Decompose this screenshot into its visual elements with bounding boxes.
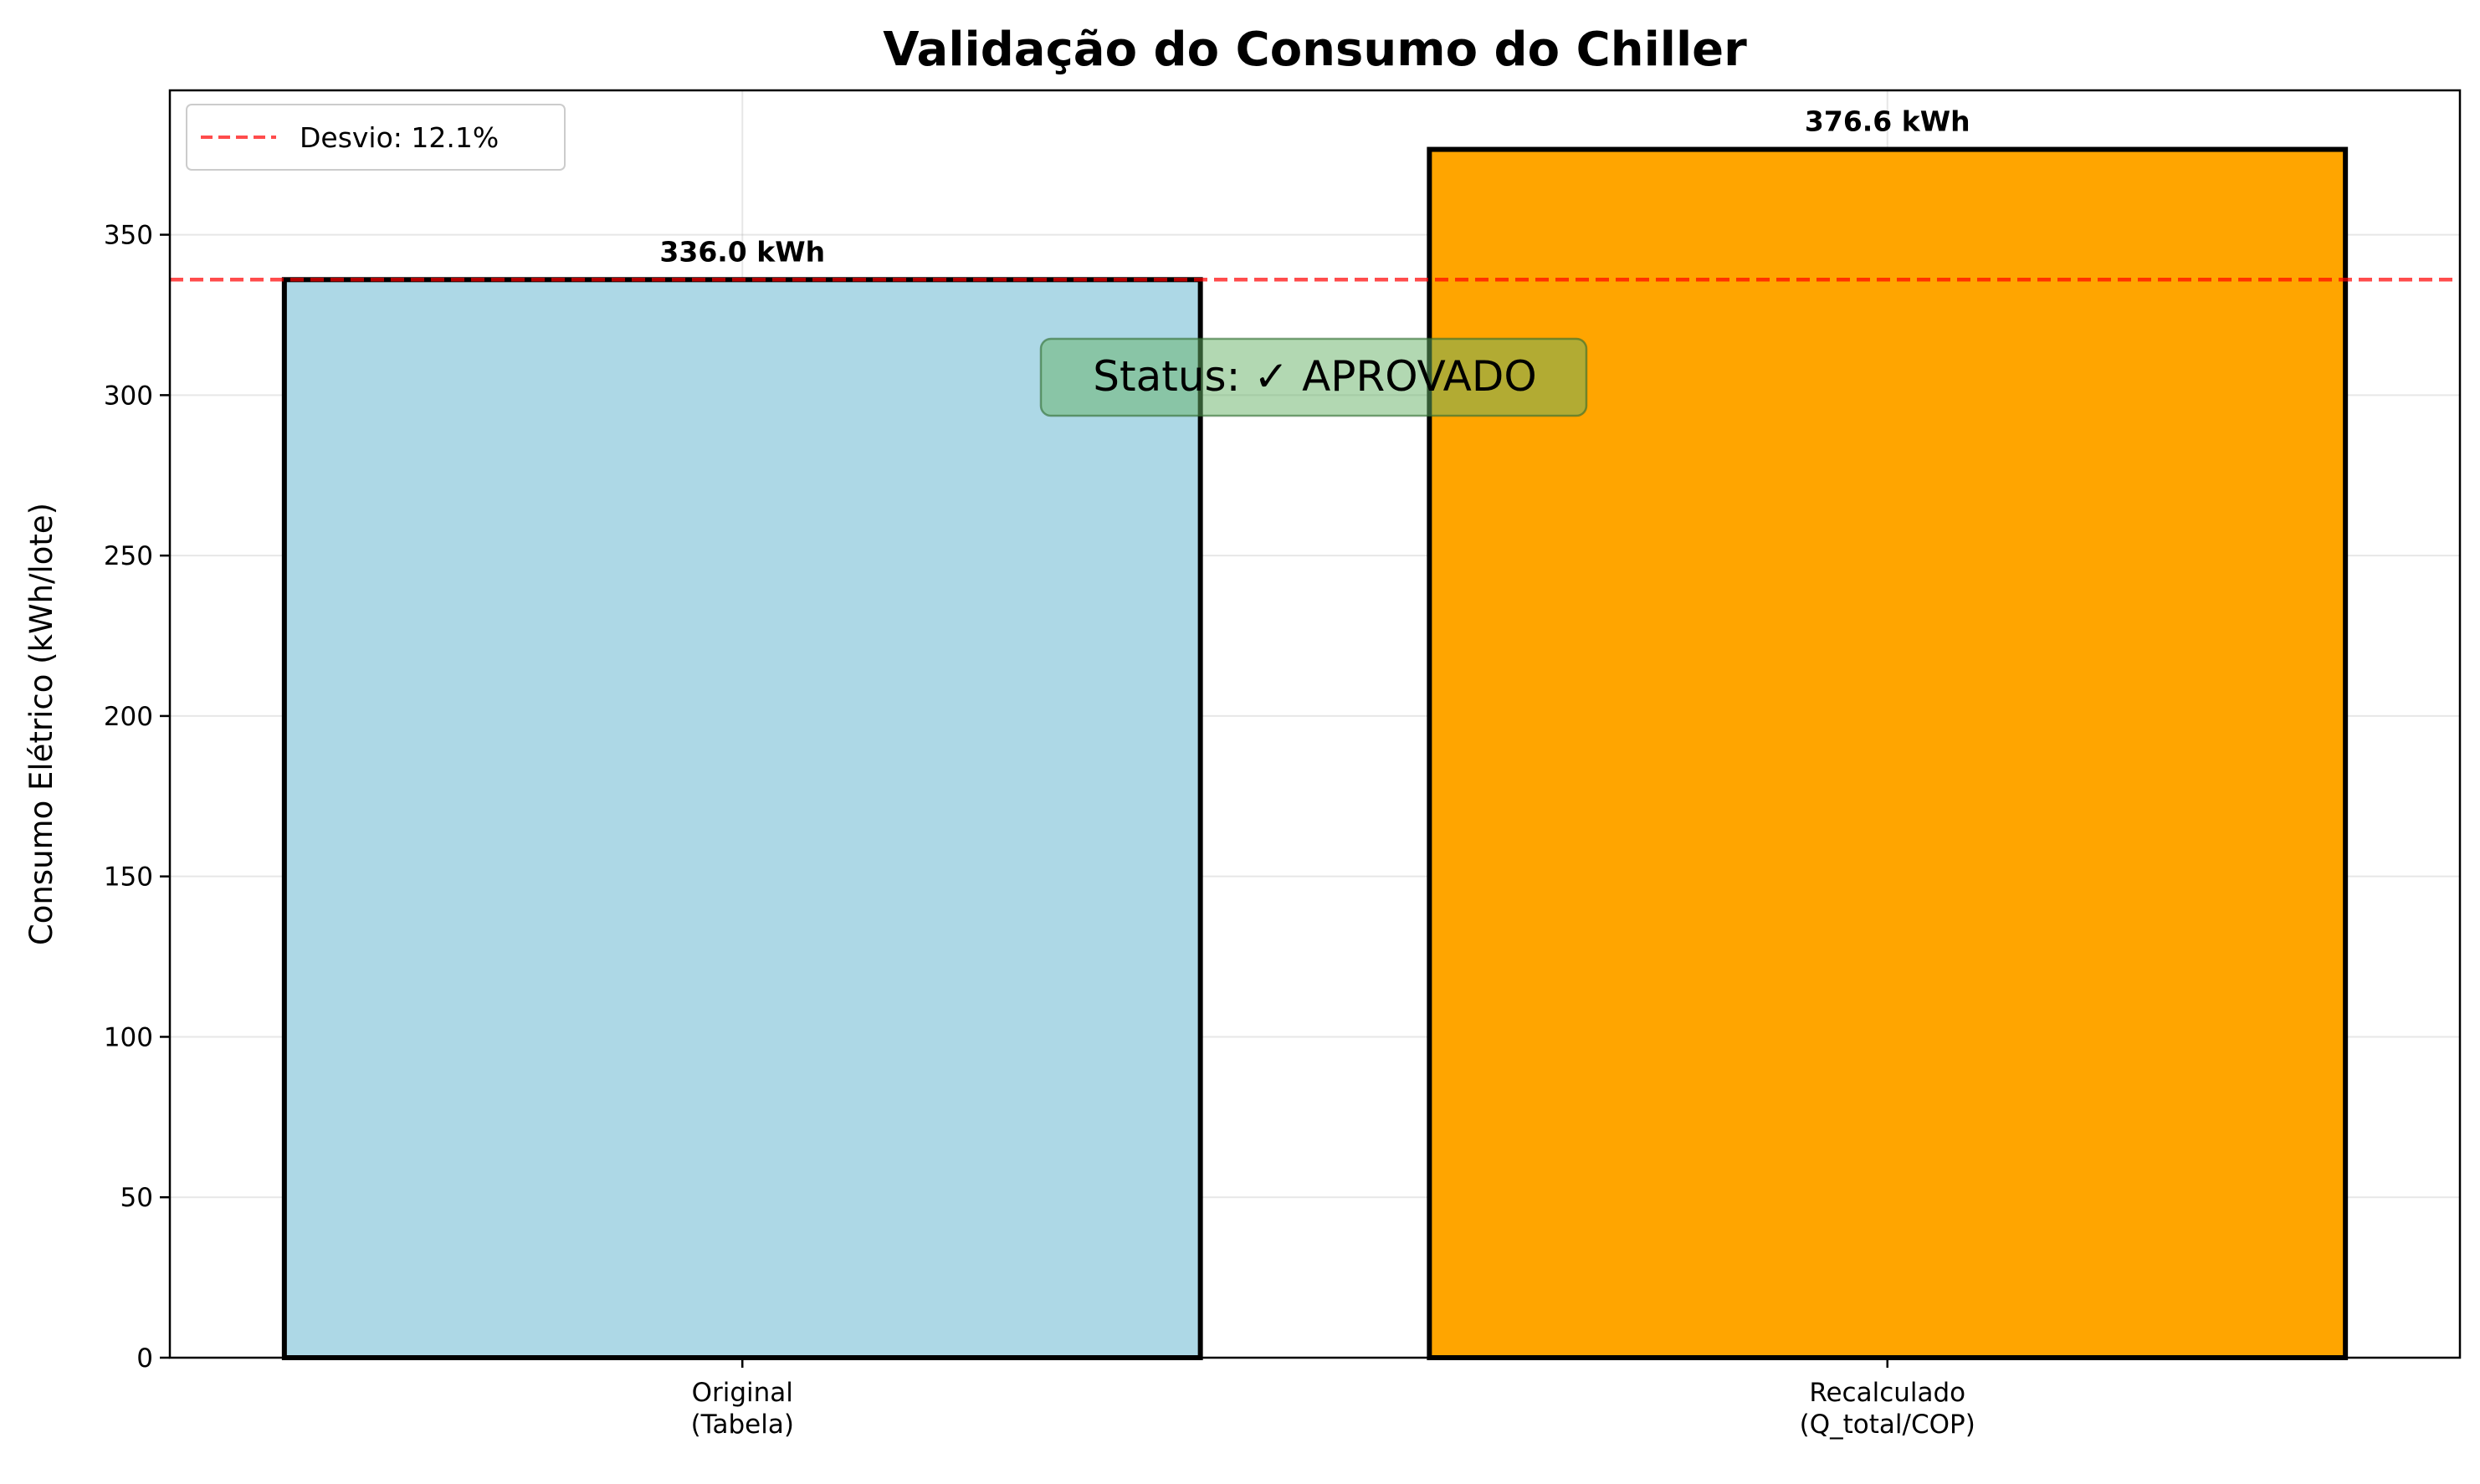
bar-value-label-0: 336.0 kWh <box>659 235 825 268</box>
y-tick-label: 350 <box>104 221 153 251</box>
y-tick-label: 100 <box>104 1022 153 1052</box>
bar-value-label-1: 376.6 kWh <box>1805 105 1970 138</box>
bar-1 <box>1427 146 2349 1361</box>
y-tick-label: 150 <box>104 862 153 893</box>
y-tick-label: 0 <box>136 1343 153 1374</box>
status-annotation: Status: ✓ APROVADO <box>1039 337 1588 417</box>
x-tick-label: (Tabela) <box>691 1410 794 1440</box>
status-box <box>1039 337 1588 417</box>
x-tick-label: Recalculado <box>1809 1378 1965 1408</box>
legend: Desvio: 12.1% <box>186 104 566 171</box>
chart-title: Validação do Consumo do Chiller <box>883 23 1747 77</box>
legend-entry-desvio: Desvio: 12.1% <box>300 121 499 154</box>
y-tick-label: 250 <box>104 541 153 571</box>
legend-box <box>186 104 566 171</box>
axes-frame <box>168 89 2462 1359</box>
status-text: Status: ✓ APROVADO <box>1093 352 1537 401</box>
x-tick-label: (Q_total/COP) <box>1800 1410 1975 1440</box>
y-tick-label: 50 <box>120 1183 153 1213</box>
data-labels: 336.0 kWh 376.6 kWh <box>659 105 1970 269</box>
y-tick-label: 300 <box>104 381 153 411</box>
x-axis: Original(Tabela) Recalculado(Q_total/COP) <box>691 1358 1975 1440</box>
y-tick-label: 200 <box>104 702 153 732</box>
y-axis-title: Consumo Elétrico (kWh/lote) <box>23 503 59 945</box>
bar-0 <box>281 277 1203 1360</box>
y-axis: 0 50 100 150 200 250 300 350 <box>104 221 170 1374</box>
x-tick-label: Original <box>692 1378 793 1408</box>
